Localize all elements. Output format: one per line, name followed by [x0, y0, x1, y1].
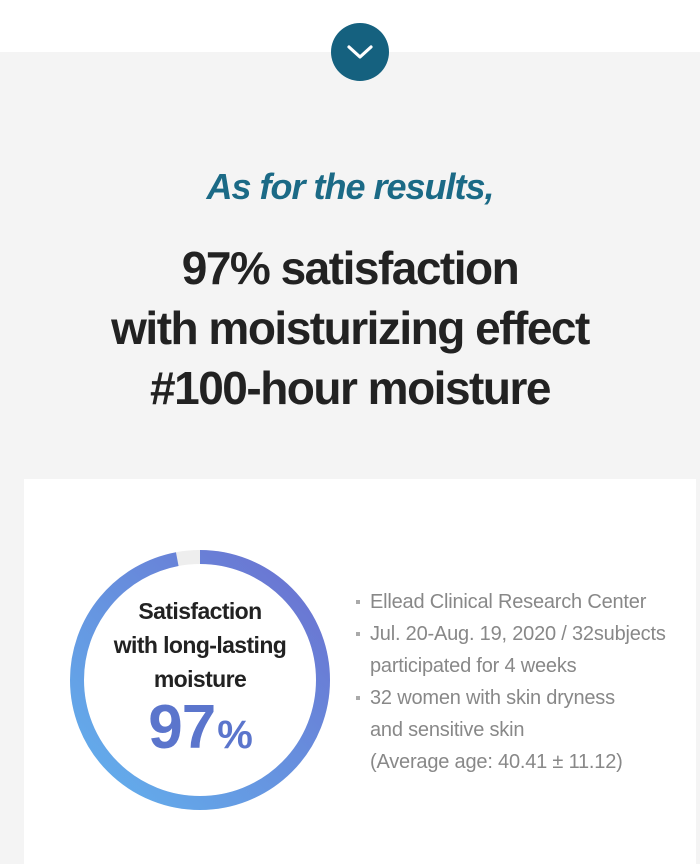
stat-value: 97%: [68, 693, 332, 779]
stat-label-line: moisture: [153, 666, 247, 692]
headline-line: 97% satisfaction: [181, 242, 520, 294]
bullet-icon: [356, 632, 360, 636]
satisfaction-ring: [70, 550, 330, 810]
headline-line: with moisturizing effect: [111, 302, 590, 354]
list-item: Ellead Clinical Research Center: [354, 586, 694, 618]
list-item: 32 women with skin dryness and sensitive…: [354, 682, 694, 778]
stat-number: 97: [148, 693, 216, 762]
scroll-down-button[interactable]: [331, 23, 389, 81]
stat-label: Satisfaction with long-lasting moisture: [68, 594, 332, 696]
results-card: Satisfaction with long-lasting moisture …: [24, 479, 696, 864]
list-item: Jul. 20-Aug. 19, 2020 / 32subjects parti…: [354, 618, 694, 682]
stat-label-line: with long-lasting: [113, 632, 287, 658]
fact-text: and sensitive skin: [370, 719, 525, 741]
bullet-icon: [356, 600, 360, 604]
study-details: Ellead Clinical Research Center Jul. 20-…: [354, 586, 694, 778]
fact-text: (Average age: 40.41 ± 11.12): [370, 751, 623, 773]
bullet-icon: [356, 696, 360, 700]
fact-text: Jul. 20-Aug. 19, 2020 / 32subjects: [370, 623, 666, 645]
stat-unit: %: [217, 713, 253, 757]
results-kicker: As for the results,: [206, 166, 494, 207]
results-headline: 97% satisfaction with moisturizing effec…: [0, 238, 700, 418]
fact-text: participated for 4 weeks: [370, 655, 577, 677]
fact-text: 32 women with skin dryness: [370, 687, 615, 709]
stat-label-line: Satisfaction: [138, 598, 262, 624]
stat-block: Satisfaction with long-lasting moisture …: [68, 548, 332, 812]
ring-progress: [70, 550, 330, 810]
headline-line: #100-hour moisture: [150, 362, 551, 414]
fact-text: Ellead Clinical Research Center: [370, 591, 647, 613]
chevron-down-icon: [347, 45, 373, 59]
